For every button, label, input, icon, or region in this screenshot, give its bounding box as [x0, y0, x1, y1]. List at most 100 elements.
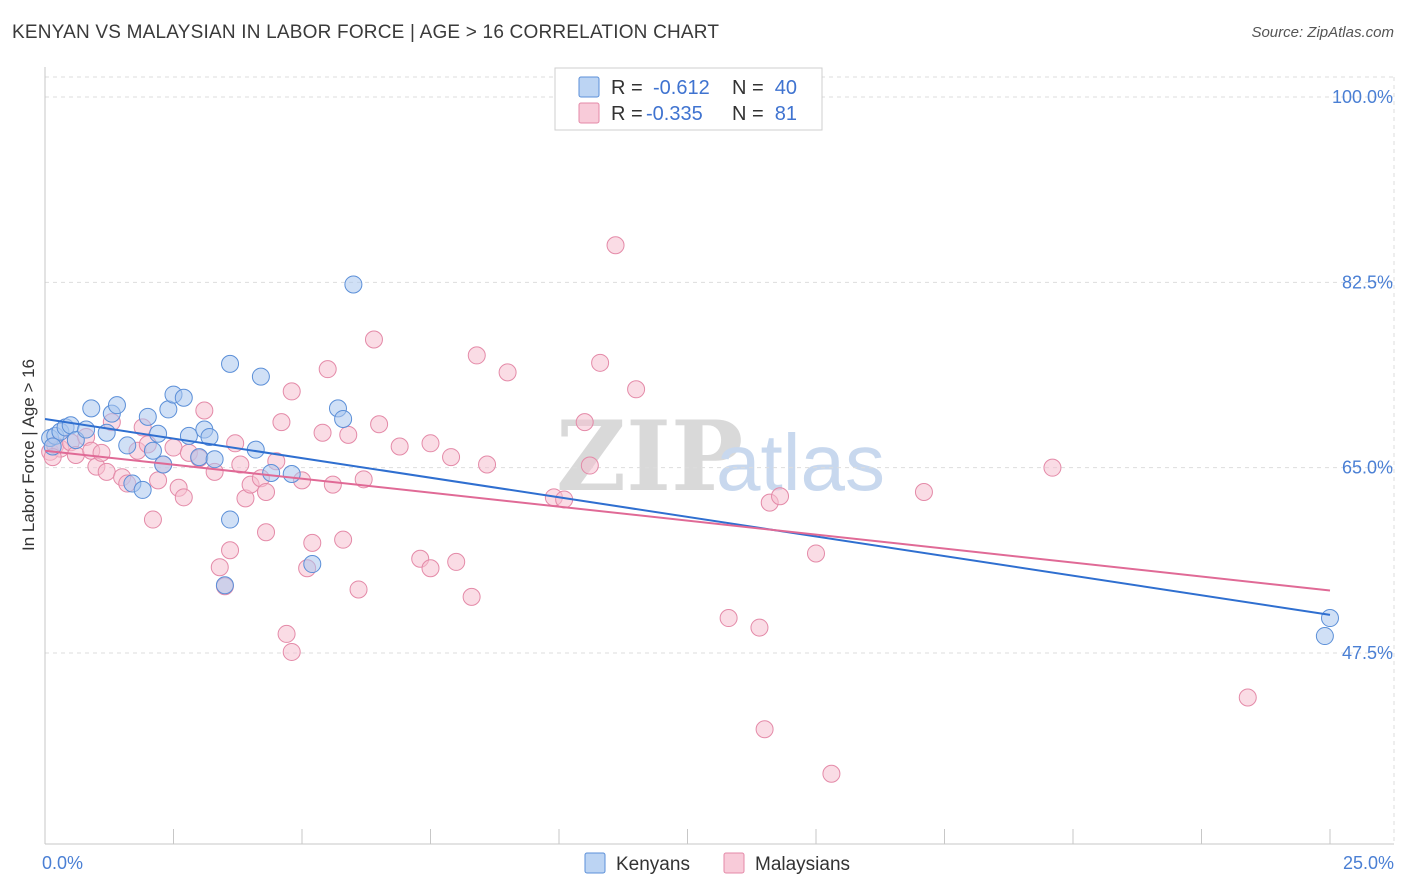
malaysian-point-78 — [1238, 688, 1257, 707]
kenyan-point-28 — [221, 354, 240, 373]
kenyan-point-27 — [221, 510, 240, 529]
legend-r-label-malaysians: R = — [611, 103, 643, 125]
malaysian-point-54 — [421, 434, 440, 453]
malaysian-point-19 — [164, 438, 183, 457]
kenyan-point-37 — [1315, 627, 1334, 646]
kenyan-point-32 — [282, 465, 301, 484]
malaysian-point-21 — [174, 488, 193, 507]
kenyan-point-38 — [1321, 609, 1339, 628]
malaysian-point-68 — [627, 380, 646, 399]
correlation-legend: R = -0.612 N = 40 R = -0.335 N = 81 — [554, 67, 823, 131]
legend-r-label-kenyans: R = — [611, 77, 643, 99]
legend-n-label-malaysians: N = — [732, 103, 764, 125]
malaysian-point-58 — [462, 587, 481, 606]
malaysian-point-76 — [914, 483, 933, 502]
malaysian-point-74 — [807, 544, 825, 563]
kenyan-point-11 — [118, 436, 137, 455]
kenyan-point-31 — [262, 463, 281, 482]
x-tick-label-max: 25.0% — [1343, 853, 1394, 873]
malaysian-point-24 — [195, 401, 214, 420]
malaysian-point-51 — [370, 415, 389, 434]
malaysian-point-67 — [606, 236, 625, 255]
bottom-legend-label-kenyans: Kenyans — [616, 854, 690, 875]
bottom-legend-label-malaysians: Malaysians — [755, 854, 850, 875]
malaysian-point-64 — [575, 413, 594, 432]
y-tick-label-1: 65.0% — [1342, 458, 1393, 478]
chart-source: Source: ZipAtlas.com — [1251, 24, 1394, 41]
legend-n-value-kenyans: 40 — [775, 77, 797, 99]
legend-r-value-kenyans: -0.612 — [653, 77, 710, 99]
malaysian-point-57 — [447, 552, 466, 571]
malaysian-point-49 — [349, 580, 368, 599]
chart-title: KENYAN VS MALAYSIAN IN LABOR FORCE | AGE… — [12, 22, 720, 43]
kenyan-point-33 — [303, 555, 322, 574]
kenyan-point-30 — [251, 367, 270, 386]
malaysian-point-50 — [364, 330, 383, 349]
malaysian-point-39 — [282, 642, 301, 661]
y-axis-label: In Labor Force | Age > 16 — [19, 359, 38, 551]
malaysian-point-70 — [750, 618, 769, 637]
x-tick-label-min: 0.0% — [42, 853, 83, 873]
malaysian-point-46 — [323, 475, 342, 494]
malaysian-point-44 — [313, 423, 332, 442]
kenyan-point-14 — [138, 407, 157, 426]
kenyan-point-22 — [190, 448, 209, 467]
legend-n-label-kenyans: N = — [732, 77, 764, 99]
kenyan-point-7 — [82, 399, 101, 418]
malaysian-point-8 — [92, 443, 111, 462]
bottom-legend-swatch-malaysians — [723, 852, 745, 874]
y-tick-label-0: 47.5% — [1342, 643, 1393, 663]
kenyan-point-10 — [107, 396, 126, 415]
malaysian-point-65 — [580, 456, 599, 475]
malaysian-point-79 — [354, 470, 373, 489]
bottom-legend-swatch-kenyans — [584, 852, 606, 874]
malaysian-point-34 — [257, 523, 276, 542]
malaysian-point-73 — [755, 720, 774, 739]
malaysian-trend-line — [44, 449, 1331, 592]
kenyan-point-24 — [200, 427, 219, 446]
series-legend: Kenyans Malaysians — [584, 852, 850, 875]
malaysian-point-26 — [210, 558, 229, 577]
kenyan-point-15 — [143, 441, 162, 460]
watermark-atlas: atlas — [716, 418, 885, 507]
legend-swatch-malaysians — [578, 102, 600, 124]
legend-swatch-kenyans — [578, 76, 600, 98]
y-tick-labels: 47.5% 65.0% 82.5% 100.0% — [1332, 87, 1393, 663]
malaysian-point-55 — [421, 559, 440, 578]
kenyan-point-25 — [205, 450, 224, 469]
y-tick-label-3: 100.0% — [1332, 87, 1393, 107]
malaysian-point-59 — [467, 346, 486, 365]
malaysian-point-35 — [257, 483, 276, 502]
malaysian-point-52 — [390, 437, 409, 456]
kenyan-points — [41, 275, 1339, 646]
malaysian-point-45 — [318, 360, 337, 379]
malaysian-point-48 — [339, 425, 358, 444]
kenyan-point-26 — [215, 576, 234, 595]
kenyan-point-35 — [334, 409, 353, 428]
malaysian-point-69 — [719, 609, 738, 628]
kenyan-point-16 — [149, 424, 168, 443]
trend-lines — [44, 417, 1331, 616]
legend-n-value-malaysians: 81 — [775, 103, 797, 125]
malaysian-point-77 — [1043, 458, 1062, 477]
malaysian-point-43 — [303, 533, 322, 552]
malaysian-point-9 — [97, 462, 116, 481]
malaysian-point-60 — [478, 455, 497, 474]
malaysian-point-17 — [149, 471, 168, 490]
malaysian-point-61 — [498, 363, 517, 382]
malaysian-point-66 — [591, 353, 610, 372]
malaysian-point-38 — [277, 624, 296, 643]
malaysian-point-72 — [771, 487, 790, 506]
kenyan-point-13 — [133, 480, 152, 499]
legend-r-value-malaysians: -0.335 — [646, 103, 703, 125]
malaysian-point-37 — [272, 413, 291, 432]
kenyan-point-36 — [344, 275, 363, 294]
malaysian-point-75 — [822, 764, 841, 783]
malaysian-point-47 — [334, 530, 353, 549]
malaysian-point-28 — [221, 541, 240, 560]
malaysian-point-56 — [442, 448, 461, 467]
malaysian-point-40 — [282, 382, 301, 401]
malaysian-point-30 — [231, 455, 250, 474]
kenyan-point-20 — [174, 388, 193, 407]
